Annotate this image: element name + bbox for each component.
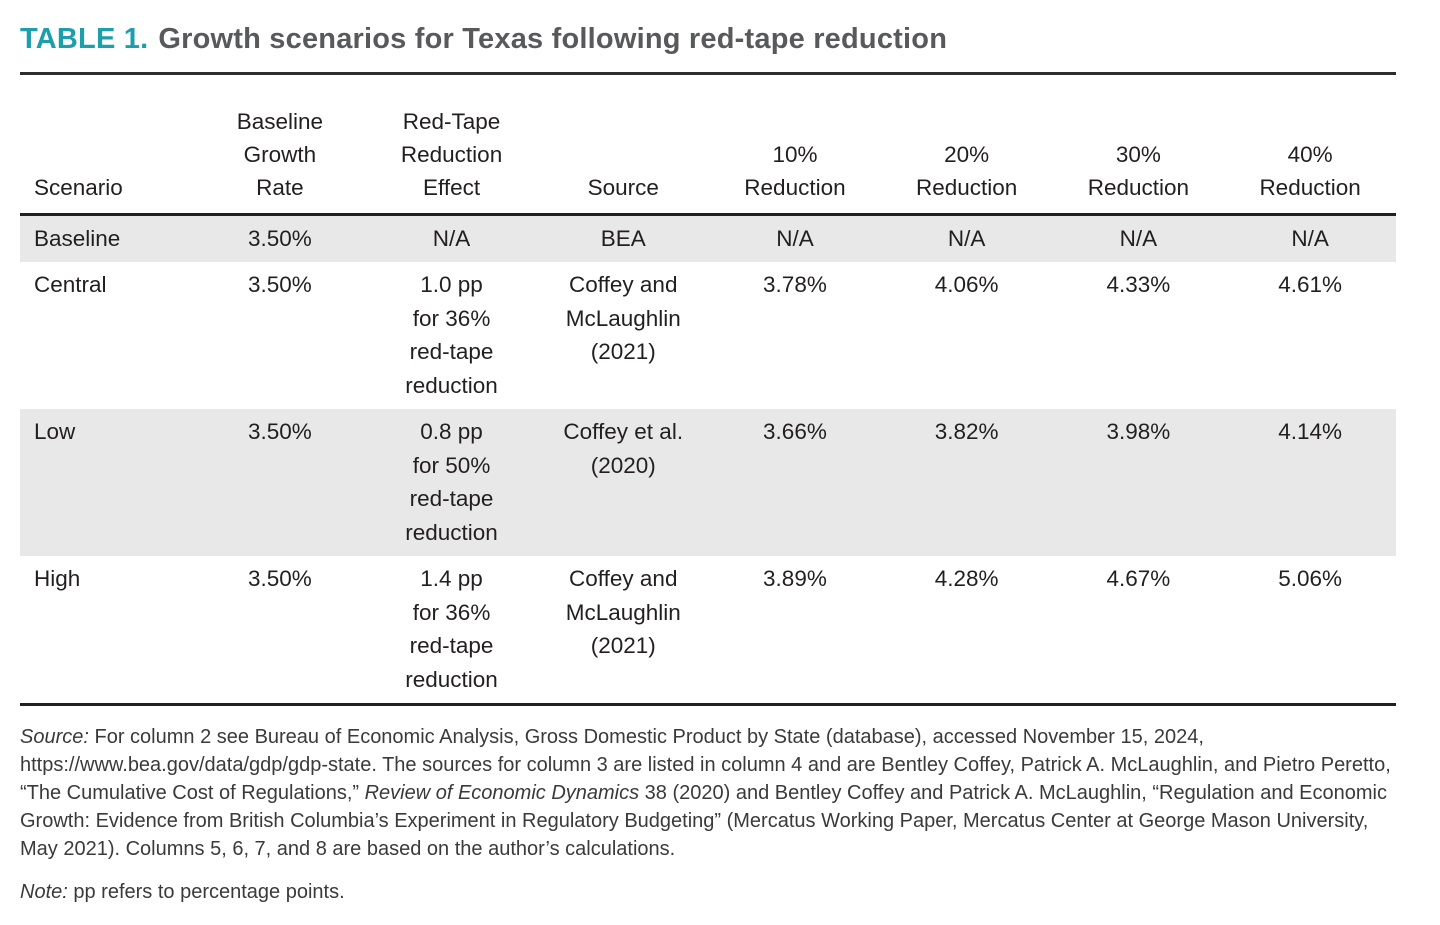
header-row: Scenario Baseline Growth Rate Red-Tape Red… xyxy=(20,74,1396,216)
cell-reduction-30: 4.67% xyxy=(1106,566,1171,591)
column-header-reduction-30: 30% Reduction xyxy=(1052,74,1225,216)
table-row-high: High 3.50% 1.4 pp for 36% red-tape reducti… xyxy=(20,556,1396,705)
cell-scenario: Low xyxy=(34,419,76,444)
cell-scenario: Central xyxy=(34,272,107,297)
table-body: Baseline 3.50% N/A BEA N/A N/A N/A N/A Central 3.… xyxy=(20,214,1396,705)
cell-baseline-growth-rate: 3.50% xyxy=(247,566,312,591)
cell-red-tape-reduction-effect: 0.8 pp for 50% red-tape reduction xyxy=(405,419,498,545)
column-header-baseline-growth-rate: Baseline Growth Rate xyxy=(194,74,366,216)
cell-baseline-growth-rate: 3.50% xyxy=(247,419,312,444)
plain-text: pp refers to percentage points. xyxy=(67,881,345,903)
column-header-red-tape-reduction-effect: Red-Tape Reduction Effect xyxy=(365,74,538,216)
cell-reduction-30: 4.33% xyxy=(1106,272,1171,297)
source-note: Source: For column 2 see Bureau of Econo… xyxy=(20,723,1396,863)
cell-source: Coffey and McLaughlin (2021) xyxy=(565,272,681,364)
cell-baseline-growth-rate: 3.50% xyxy=(247,225,312,251)
cell-reduction-10: 3.89% xyxy=(763,566,827,591)
cell-reduction-10: 3.78% xyxy=(763,272,827,297)
cell-reduction-20: 4.28% xyxy=(934,566,999,591)
cell-reduction-10: N/A xyxy=(776,225,814,251)
cell-reduction-40: N/A xyxy=(1291,225,1329,251)
cell-reduction-20: 3.82% xyxy=(934,419,999,444)
column-header-source: Source xyxy=(537,74,710,216)
table-number-label: TABLE 1. xyxy=(20,23,149,55)
cell-scenario: Baseline xyxy=(34,225,121,251)
plain-text: For column 2 see Bureau of Economic Anal… xyxy=(20,726,1391,804)
cell-reduction-30: N/A xyxy=(1119,225,1158,251)
cell-source: Coffey et al. (2020) xyxy=(563,419,684,478)
cell-scenario: High xyxy=(34,566,81,591)
cell-red-tape-reduction-effect: 1.0 pp for 36% red-tape reduction xyxy=(405,272,498,398)
table-row-baseline: Baseline 3.50% N/A BEA N/A N/A N/A N/A xyxy=(20,214,1396,262)
footnote: Note: pp refers to percentage points. xyxy=(20,878,1396,906)
cell-reduction-30: 3.98% xyxy=(1106,419,1171,444)
italic-text: Source: xyxy=(20,726,89,748)
italic-text: Note: xyxy=(20,881,68,903)
document-page: TABLE 1. Growth scenarios for Texas follo… xyxy=(20,22,1398,906)
column-header-scenario: Scenario xyxy=(20,74,194,216)
column-header-reduction-10: 10% Reduction xyxy=(709,74,881,216)
table-header: Scenario Baseline Growth Rate Red-Tape Red… xyxy=(20,74,1396,216)
cell-baseline-growth-rate: 3.50% xyxy=(247,272,312,297)
title-divider xyxy=(20,72,1396,75)
cell-reduction-10: 3.66% xyxy=(763,419,827,444)
table-title: TABLE 1. Growth scenarios for Texas follo… xyxy=(20,22,1398,56)
cell-red-tape-reduction-effect: N/A xyxy=(432,225,471,251)
table-row-central: Central 3.50% 1.0 pp for 36% red-tape redu… xyxy=(20,262,1396,409)
growth-scenarios-table: Scenario Baseline Growth Rate Red-Tape Red… xyxy=(20,74,1396,706)
plain-text: 38 (2020) and Bentley Coffey and Patrick… xyxy=(20,782,1387,860)
cell-reduction-40: 4.14% xyxy=(1278,419,1343,444)
table-title-text: Growth scenarios for Texas following red… xyxy=(158,23,948,55)
cell-reduction-40: 5.06% xyxy=(1278,566,1343,591)
cell-reduction-20: 4.06% xyxy=(934,272,999,297)
table-row-low: Low 3.50% 0.8 pp for 50% red-tape reductio… xyxy=(20,409,1396,556)
cell-reduction-40: 4.61% xyxy=(1278,272,1343,297)
cell-reduction-20: N/A xyxy=(947,225,986,251)
italic-text: Review of Economic Dynamics xyxy=(364,782,640,804)
column-header-reduction-40: 40% Reduction xyxy=(1224,74,1396,216)
column-header-reduction-20: 20% Reduction xyxy=(880,74,1053,216)
cell-source: Coffey and McLaughlin (2021) xyxy=(565,566,681,658)
cell-red-tape-reduction-effect: 1.4 pp for 36% red-tape reduction xyxy=(405,566,498,692)
cell-source: BEA xyxy=(600,225,646,251)
